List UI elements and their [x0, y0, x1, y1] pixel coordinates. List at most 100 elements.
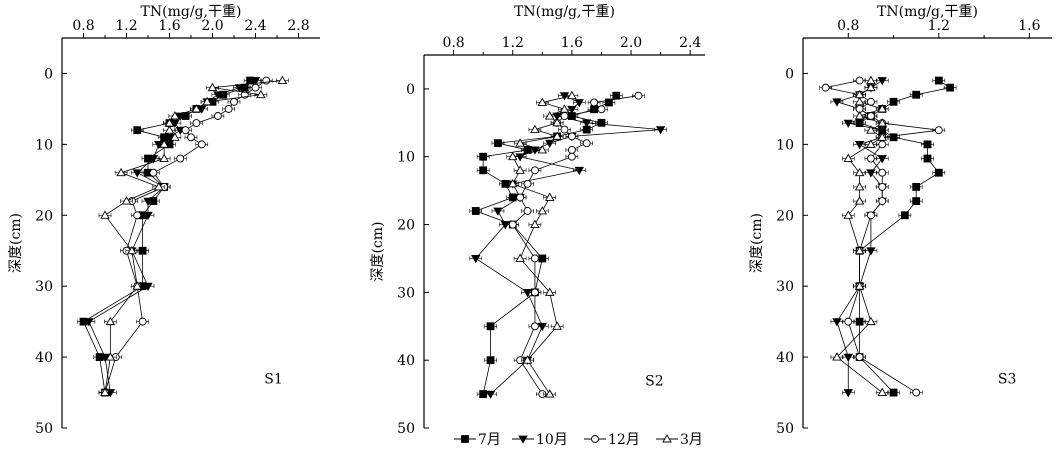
legend-item-jul: 7月: [454, 432, 501, 448]
legend-canvas: 7月 10月 12月 3月: [454, 432, 703, 448]
y-tick-label: 20: [35, 208, 53, 224]
data-point: [494, 139, 502, 148]
data-point: [537, 97, 548, 106]
data-point: [854, 245, 865, 255]
x-tick-label: 0.8: [837, 18, 859, 34]
data-point: [170, 111, 180, 120]
data-point: [934, 168, 943, 177]
data-point: [844, 317, 853, 326]
data-point: [597, 118, 606, 127]
data-point: [832, 318, 842, 327]
data-point: [121, 196, 132, 205]
data-point: [923, 140, 932, 149]
legend: 7月 10月 12月 3月: [452, 428, 732, 450]
data-point: [854, 196, 865, 205]
data-point: [530, 219, 540, 228]
data-point: [530, 254, 539, 263]
data-point: [946, 83, 955, 92]
data-point: [479, 166, 488, 175]
data-point: [530, 124, 540, 134]
data-point: [634, 91, 643, 100]
data-point: [485, 390, 496, 399]
data-point: [843, 210, 854, 219]
data-point: [878, 168, 887, 177]
data-point: [159, 139, 169, 148]
data-point: [530, 166, 539, 175]
data-point: [530, 322, 539, 331]
series-1: [469, 92, 667, 399]
data-point: [127, 245, 137, 255]
data-point: [900, 211, 909, 220]
data-point: [170, 132, 180, 141]
data-point: [251, 83, 260, 92]
data-point: [250, 77, 261, 86]
data-point: [256, 89, 266, 99]
data-point: [590, 98, 599, 107]
data-point: [181, 126, 190, 135]
data-point: [889, 133, 898, 142]
data-point: [877, 77, 887, 86]
data-point: [500, 221, 511, 230]
legend-label: 7月: [478, 432, 501, 448]
data-point: [537, 322, 548, 332]
data-point: [866, 169, 876, 178]
x-tick-label: 0.8: [72, 18, 94, 34]
data-point: [508, 220, 517, 229]
legend-label: 3月: [680, 432, 703, 448]
data-point: [522, 355, 533, 364]
data-point: [132, 169, 142, 178]
data-point: [821, 83, 830, 92]
legend-label: 10月: [536, 432, 568, 448]
data-point: [567, 90, 577, 100]
data-point: [878, 182, 887, 191]
data-point: [866, 75, 876, 84]
data-point: [116, 167, 126, 177]
data-point: [164, 133, 175, 143]
data-point: [479, 152, 488, 161]
data-point: [262, 76, 271, 85]
legend-item-oct: 10月: [512, 432, 568, 448]
y-tick-label: 40: [776, 350, 794, 366]
data-point: [537, 145, 548, 154]
y-tick-label: 50: [397, 421, 415, 437]
x-tick-label: 1.2: [928, 18, 950, 34]
data-point: [191, 104, 202, 113]
panels-group: 0.8 1.2 1.6 2.0 2.4 2.8 TN(mg/g,干重) 0 10 20 30 40 50…: [8, 4, 1052, 437]
data-point: [866, 316, 876, 326]
data-point: [176, 154, 185, 163]
data-point: [582, 139, 591, 148]
data-point: [559, 104, 570, 113]
data-point: [515, 138, 525, 147]
data-point: [100, 210, 110, 219]
y-tick-label: 0: [406, 82, 415, 98]
data-point: [552, 117, 562, 127]
y-tick-label: 10: [397, 150, 415, 166]
series-line: [82, 80, 251, 393]
series-line: [474, 95, 617, 395]
data-point: [877, 132, 888, 141]
data-point: [523, 179, 532, 188]
data-point: [854, 111, 865, 120]
data-point: [843, 353, 853, 362]
panel-s2: 0.8 1.2 1.6 2.0 2.4 TN(mg/g,干重) 0 10 20 30 40 50 深度(…: [370, 4, 705, 437]
legend-item-mar: 3月: [656, 432, 703, 448]
data-point: [154, 140, 164, 150]
data-point: [855, 317, 864, 326]
data-point: [866, 82, 876, 92]
y-axis-title: 深度(cm): [8, 213, 24, 273]
data-point: [105, 316, 116, 326]
data-point: [604, 98, 613, 107]
panel-label: S3: [998, 371, 1017, 387]
series-3: [98, 75, 289, 396]
data-point: [170, 119, 180, 128]
series-line: [512, 95, 639, 395]
data-point: [581, 119, 592, 128]
data-point: [854, 140, 865, 150]
data-point: [567, 132, 576, 141]
data-point: [877, 387, 888, 396]
y-tick-label: 0: [785, 66, 794, 82]
data-point: [507, 178, 518, 188]
data-point: [877, 155, 887, 164]
x-tick-label: 2.8: [287, 18, 309, 34]
